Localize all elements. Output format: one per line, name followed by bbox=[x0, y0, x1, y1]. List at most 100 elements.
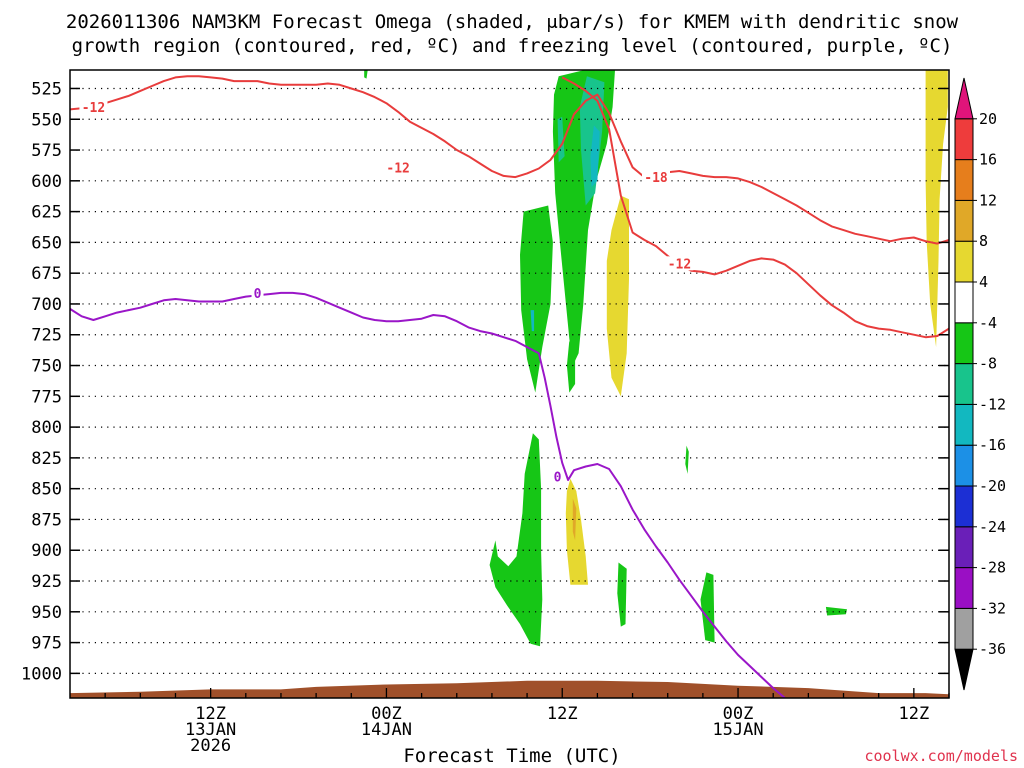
colorbar-bin-13 bbox=[954, 118, 974, 161]
chart-title-line-2: growth region (contoured, red, ºC) and f… bbox=[71, 35, 953, 57]
colorbar-bin-8 bbox=[954, 322, 974, 365]
omega-region-6 bbox=[685, 445, 689, 474]
terrain-surface bbox=[70, 680, 949, 698]
contour-label-3: -12 bbox=[668, 257, 691, 272]
x-tick-label-6-0: 12Z bbox=[195, 704, 226, 724]
x-tick-label-21-1: 14JAN bbox=[361, 720, 412, 740]
pressure-axis: 525 550 575 600 625 650 675 700 725 750 775 800 825 8… bbox=[21, 79, 949, 684]
colorbar-label-8: -4 bbox=[979, 314, 997, 332]
omega-region-10 bbox=[557, 116, 565, 163]
contour-label-bg-4 bbox=[251, 285, 264, 300]
y-tick-label-925: 925 bbox=[31, 572, 62, 592]
omega-region-3 bbox=[489, 433, 543, 647]
y-tick-label-775: 775 bbox=[31, 387, 62, 407]
contour-dgz_bottom bbox=[561, 76, 949, 339]
omega-region-12 bbox=[530, 310, 535, 332]
y-tick-label-800: 800 bbox=[31, 418, 62, 438]
y-tick-label-625: 625 bbox=[31, 203, 62, 223]
grid-layer bbox=[70, 87, 949, 674]
credit-text: coolwx.com/models bbox=[864, 747, 1018, 765]
omega-region-11 bbox=[590, 125, 600, 187]
x-axis-label: Forecast Time (UTC) bbox=[403, 745, 621, 767]
omega-region-8 bbox=[364, 70, 368, 79]
omega-region-4 bbox=[617, 562, 627, 627]
colorbar-bin-12 bbox=[954, 159, 974, 201]
colorbar-label-0: -36 bbox=[979, 640, 1006, 658]
omega-shading-layer bbox=[364, 70, 948, 647]
contour-layer bbox=[70, 75, 949, 698]
omega-region-2 bbox=[566, 340, 576, 393]
colorbar-bin-11 bbox=[954, 199, 974, 242]
x-tick-label-6-1: 13JAN bbox=[185, 720, 236, 740]
contour-label-layer: -12 -12 -18 -12 0 0 bbox=[79, 99, 694, 485]
y-tick-label-600: 600 bbox=[31, 172, 62, 192]
omega-region-7 bbox=[825, 606, 847, 616]
omega-region-9 bbox=[579, 76, 605, 206]
y-tick-label-725: 725 bbox=[31, 326, 62, 346]
colorbar-label-7: -8 bbox=[979, 355, 997, 373]
omega-region-13 bbox=[606, 195, 629, 397]
y-tick-label-700: 700 bbox=[31, 295, 62, 315]
y-tick-label-825: 825 bbox=[31, 449, 62, 469]
colorbar-bin-2 bbox=[954, 567, 974, 609]
colorbar-label-4: -20 bbox=[979, 477, 1006, 495]
y-tick-label-675: 675 bbox=[31, 264, 62, 284]
colorbar-bin-6 bbox=[954, 403, 974, 446]
y-tick-label-950: 950 bbox=[31, 603, 62, 623]
colorbar-label-5: -16 bbox=[979, 436, 1006, 454]
y-tick-label-525: 525 bbox=[31, 79, 62, 99]
colorbar-bin-0 bbox=[954, 648, 974, 691]
y-tick-label-1000: 1000 bbox=[21, 664, 62, 684]
contour-freezing_level bbox=[70, 291, 786, 698]
colorbar-bin-7 bbox=[954, 363, 974, 405]
x-tick-label-6-2: 2026 bbox=[190, 736, 231, 756]
colorbar-label-12: 16 bbox=[979, 151, 997, 169]
colorbar-label-3: -24 bbox=[979, 518, 1006, 536]
y-tick-label-850: 850 bbox=[31, 480, 62, 500]
omega-region-15 bbox=[925, 70, 948, 348]
x-tick-label-66-0: 12Z bbox=[898, 704, 929, 724]
y-tick-label-650: 650 bbox=[31, 233, 62, 253]
contour-label-bg-2 bbox=[642, 170, 670, 185]
colorbar-bin-14 bbox=[954, 77, 974, 120]
y-tick-label-750: 750 bbox=[31, 357, 62, 377]
contour-label-0: -12 bbox=[82, 101, 105, 116]
omega-region-16 bbox=[572, 498, 577, 541]
y-tick-label-975: 975 bbox=[31, 634, 62, 654]
contour-label-bg-3 bbox=[665, 256, 694, 271]
colorbar-label-10: 8 bbox=[979, 232, 988, 250]
omega-region-1 bbox=[520, 205, 553, 393]
contour-label-5: 0 bbox=[554, 470, 562, 485]
y-tick-label-900: 900 bbox=[31, 541, 62, 561]
contour-dgz_top bbox=[70, 75, 949, 245]
contour-label-bg-1 bbox=[384, 160, 413, 175]
colorbar-label-1: -32 bbox=[979, 599, 1006, 617]
y-tick-label-550: 550 bbox=[31, 110, 62, 130]
contour-label-1: -12 bbox=[386, 161, 409, 176]
contour-label-2: -18 bbox=[644, 171, 668, 186]
y-tick-label-575: 575 bbox=[31, 141, 62, 161]
contour-label-bg-5 bbox=[551, 469, 564, 484]
x-tick-label-51-1: 15JAN bbox=[712, 720, 763, 740]
contour-label-4: 0 bbox=[254, 287, 262, 302]
y-tick-label-875: 875 bbox=[31, 510, 62, 530]
colorbar-label-9: 4 bbox=[979, 273, 988, 291]
chart-title-line-1: 2026011306 NAM3KM Forecast Omega (shaded… bbox=[65, 11, 959, 33]
colorbar-bin-5 bbox=[954, 444, 974, 487]
colorbar-bin-4 bbox=[954, 485, 974, 528]
colorbar-bin-3 bbox=[954, 526, 974, 569]
colorbar-bin-10 bbox=[954, 240, 974, 283]
colorbar-label-6: -12 bbox=[979, 395, 1006, 413]
x-tick-label-36-0: 12Z bbox=[547, 704, 578, 724]
omega-region-5 bbox=[700, 572, 715, 643]
colorbar-bin-1 bbox=[954, 607, 974, 650]
plot-frame bbox=[69, 69, 950, 699]
colorbar-bin-9 bbox=[954, 281, 974, 324]
terrain-layer bbox=[70, 680, 949, 698]
contour-label-bg-0 bbox=[79, 99, 108, 114]
colorbar-label-13: 20 bbox=[979, 110, 997, 128]
colorbar-label-11: 12 bbox=[979, 191, 997, 209]
x-tick-label-21-0: 00Z bbox=[371, 704, 402, 724]
omega-colorbar: -36 -32 -28 -24 -20 -16 -12 -8 -4 4 8 12 16 20 bbox=[954, 77, 1006, 691]
